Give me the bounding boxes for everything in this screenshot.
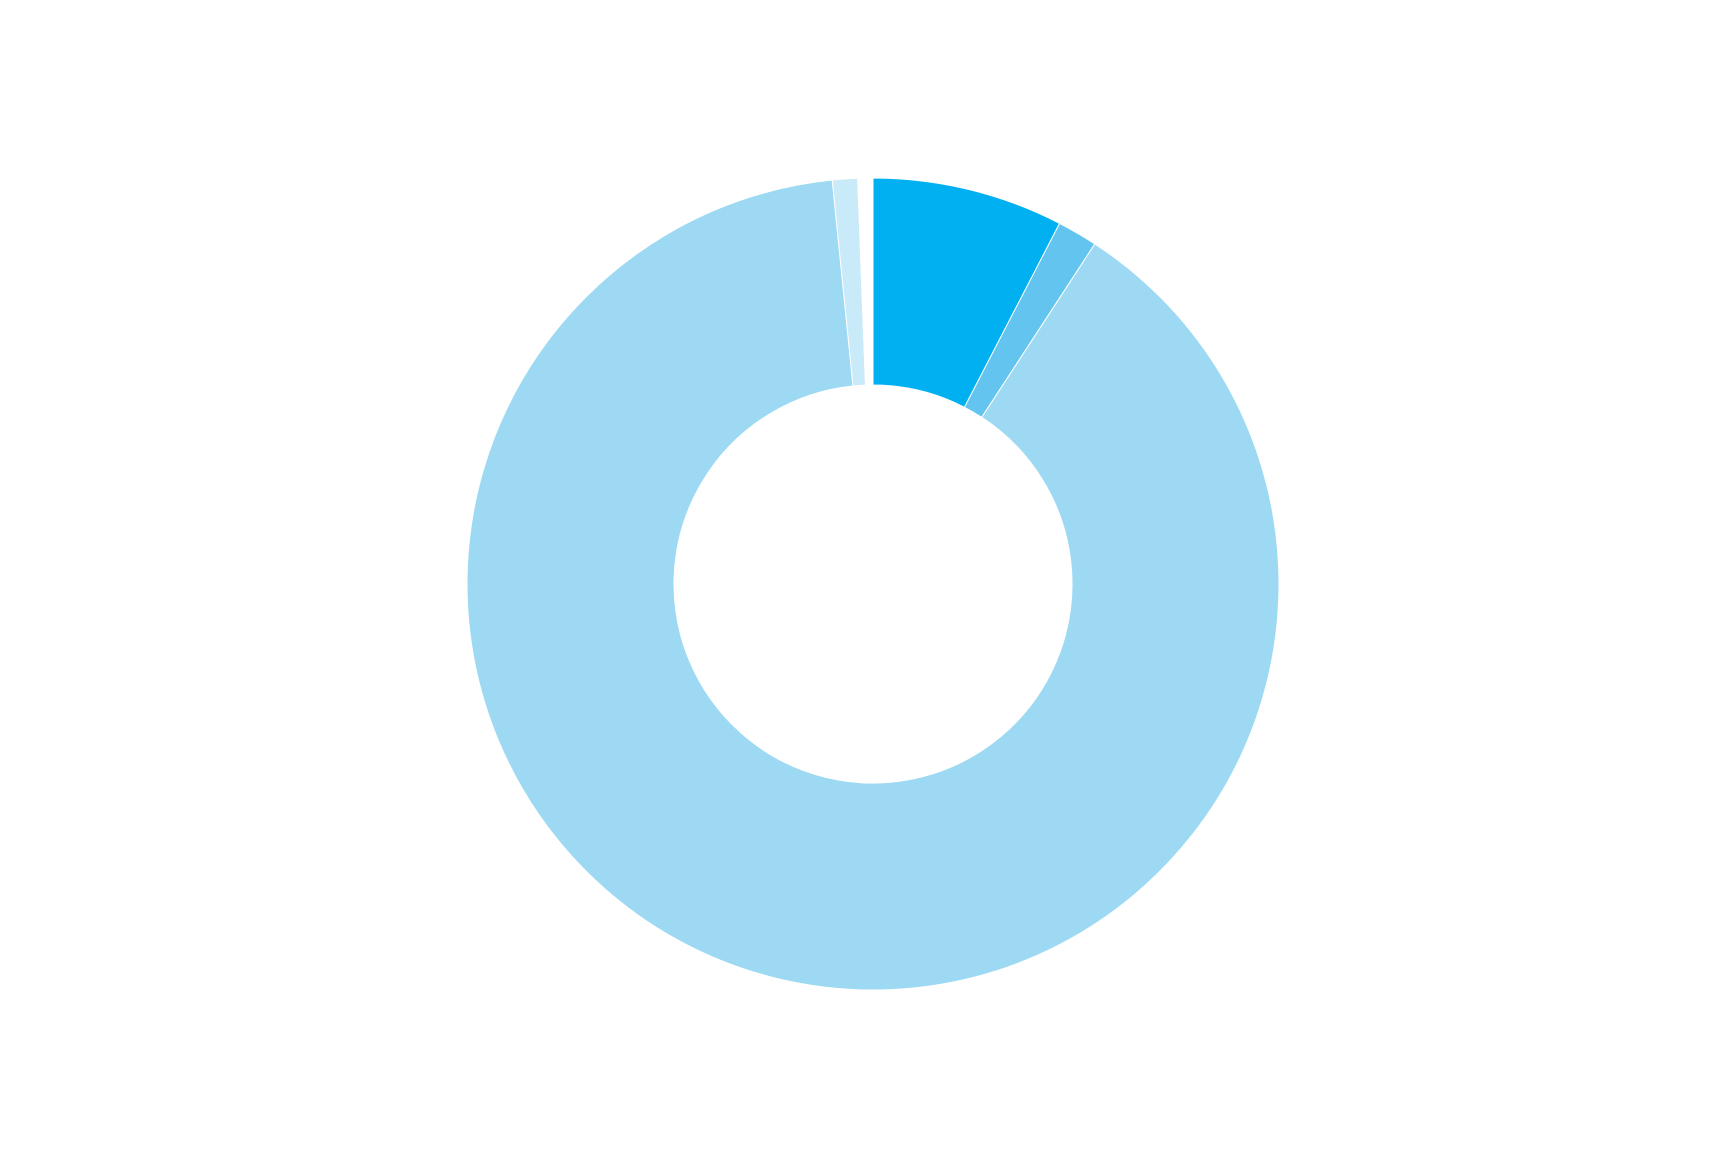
donut-slice (466, 179, 1280, 991)
donut-slice (857, 177, 874, 386)
